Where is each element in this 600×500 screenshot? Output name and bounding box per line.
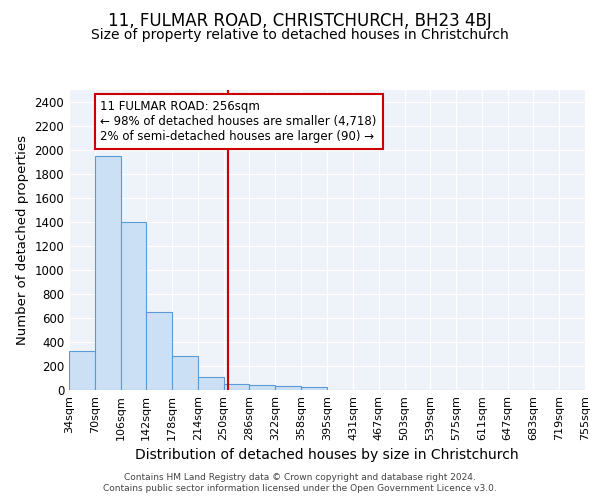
- Bar: [275, 386, 301, 390]
- Bar: [121, 222, 146, 390]
- Bar: [69, 351, 95, 390]
- Bar: [250, 385, 275, 390]
- Bar: [146, 312, 172, 390]
- Text: Size of property relative to detached houses in Christchurch: Size of property relative to detached ho…: [91, 28, 509, 42]
- Text: Contains HM Land Registry data © Crown copyright and database right 2024.: Contains HM Land Registry data © Crown c…: [124, 472, 476, 482]
- Text: 11 FULMAR ROAD: 256sqm
← 98% of detached houses are smaller (4,718)
2% of semi-d: 11 FULMAR ROAD: 256sqm ← 98% of detached…: [100, 100, 377, 142]
- Bar: [198, 378, 224, 390]
- Bar: [301, 388, 326, 390]
- X-axis label: Distribution of detached houses by size in Christchurch: Distribution of detached houses by size …: [135, 448, 519, 462]
- Bar: [224, 384, 250, 390]
- Bar: [172, 356, 198, 390]
- Text: 11, FULMAR ROAD, CHRISTCHURCH, BH23 4BJ: 11, FULMAR ROAD, CHRISTCHURCH, BH23 4BJ: [108, 12, 492, 30]
- Bar: [95, 156, 121, 390]
- Y-axis label: Number of detached properties: Number of detached properties: [16, 135, 29, 345]
- Text: Contains public sector information licensed under the Open Government Licence v3: Contains public sector information licen…: [103, 484, 497, 493]
